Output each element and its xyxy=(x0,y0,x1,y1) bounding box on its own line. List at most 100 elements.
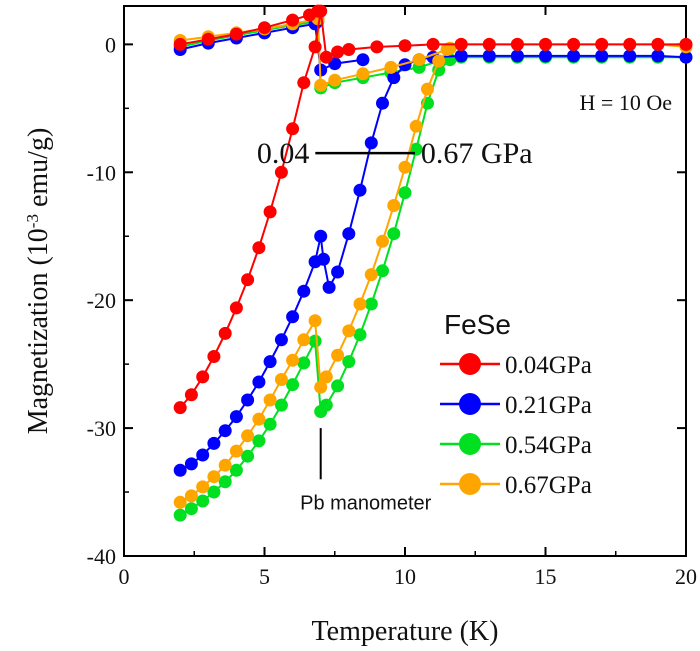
data-point xyxy=(173,37,187,51)
data-point xyxy=(229,463,243,477)
data-point xyxy=(482,37,496,51)
data-point xyxy=(274,373,288,386)
data-point xyxy=(274,398,288,412)
data-point xyxy=(286,310,300,324)
data-point xyxy=(539,49,552,63)
series-0.67GPa xyxy=(173,12,693,509)
data-point xyxy=(331,45,345,59)
data-point xyxy=(297,76,311,90)
data-point xyxy=(263,417,277,431)
x-tick-label: 20 xyxy=(675,564,697,589)
data-point xyxy=(376,234,389,248)
data-point xyxy=(364,268,378,282)
data-point xyxy=(229,27,243,41)
data-point xyxy=(342,324,356,338)
data-point xyxy=(258,21,271,35)
data-point xyxy=(331,265,345,279)
legend-title: FeSe xyxy=(444,309,511,340)
data-point xyxy=(356,53,370,67)
data-point xyxy=(384,60,398,74)
data-point xyxy=(297,356,311,370)
data-point xyxy=(184,502,198,516)
y-axis-title-unit: emu/g) xyxy=(23,128,54,214)
data-point xyxy=(173,401,187,415)
data-point xyxy=(353,297,367,311)
data-point xyxy=(286,13,300,27)
x-tick-label: 0 xyxy=(119,564,130,589)
data-point xyxy=(173,495,187,509)
data-point xyxy=(229,301,243,315)
data-point xyxy=(252,434,266,448)
legend-marker xyxy=(459,433,481,455)
y-axis-title-exponent: -3 xyxy=(23,214,42,228)
x-axis-title: Temperature (K) xyxy=(312,616,499,647)
data-point xyxy=(319,50,333,64)
y-tick-label: -20 xyxy=(87,288,116,313)
data-point xyxy=(314,4,328,18)
data-point xyxy=(432,54,446,68)
y-axis-title-main: Magnetization (10 xyxy=(23,228,54,434)
data-point xyxy=(207,350,221,363)
data-point xyxy=(421,82,434,96)
legend: FeSe 0.04GPa 0.21GPa 0.54GPa 0.67GPa xyxy=(440,309,592,499)
data-point xyxy=(510,49,524,63)
data-point xyxy=(623,49,637,63)
data-point xyxy=(387,199,401,212)
data-point xyxy=(286,122,300,136)
data-point xyxy=(322,280,336,294)
x-tick-label: 10 xyxy=(394,564,416,589)
legend-label: 0.54GPa xyxy=(505,432,592,459)
data-point xyxy=(398,186,412,200)
data-point xyxy=(679,37,693,51)
data-point xyxy=(173,508,187,522)
data-point xyxy=(196,480,210,494)
legend-label: 0.21GPa xyxy=(505,392,592,419)
data-point xyxy=(263,205,277,219)
data-point xyxy=(308,334,322,348)
data-point xyxy=(331,379,345,393)
data-point xyxy=(241,273,255,287)
data-point xyxy=(184,457,198,471)
data-point xyxy=(314,78,328,92)
data-point xyxy=(331,348,345,362)
data-point xyxy=(263,393,277,407)
data-point xyxy=(218,424,232,438)
pressure-high-label: 0.67 GPa xyxy=(421,137,533,170)
x-tick-label: 5 xyxy=(259,564,270,589)
data-point xyxy=(567,37,581,51)
data-point xyxy=(308,314,322,328)
manometer-annotation: Pb manometer xyxy=(300,492,432,514)
data-point xyxy=(398,160,412,174)
data-point xyxy=(376,96,389,110)
data-point xyxy=(297,284,311,298)
series-line-cooling xyxy=(179,54,687,472)
series-0.04GPa xyxy=(173,4,693,415)
data-point xyxy=(319,398,333,412)
data-point xyxy=(207,485,221,499)
data-point xyxy=(409,119,423,133)
legend-label: 0.67GPa xyxy=(505,472,592,499)
data-point xyxy=(274,165,288,179)
data-point xyxy=(229,410,243,424)
y-axis-title: Magnetization (10-3 emu/g) xyxy=(23,128,55,435)
data-point xyxy=(196,370,210,384)
data-point xyxy=(314,229,328,243)
data-point xyxy=(651,37,665,51)
data-point xyxy=(184,489,198,503)
data-point xyxy=(356,67,370,81)
legend-entry-0.21GPa: 0.21GPa xyxy=(440,392,592,419)
data-point xyxy=(679,50,693,64)
field-annotation: H = 10 Oe xyxy=(580,90,672,115)
legend-entry-0.04GPa: 0.04GPa xyxy=(440,352,592,379)
data-point xyxy=(387,227,401,241)
legend-entry-0.67GPa: 0.67GPa xyxy=(440,472,592,499)
data-point xyxy=(376,264,389,278)
data-point xyxy=(342,43,356,56)
data-point xyxy=(342,227,356,241)
data-point xyxy=(241,429,255,443)
y-tick-label: -30 xyxy=(87,416,116,441)
legend-marker xyxy=(459,393,481,415)
data-point xyxy=(482,49,496,63)
y-tick-label: 0 xyxy=(105,32,116,57)
data-point xyxy=(241,393,255,407)
